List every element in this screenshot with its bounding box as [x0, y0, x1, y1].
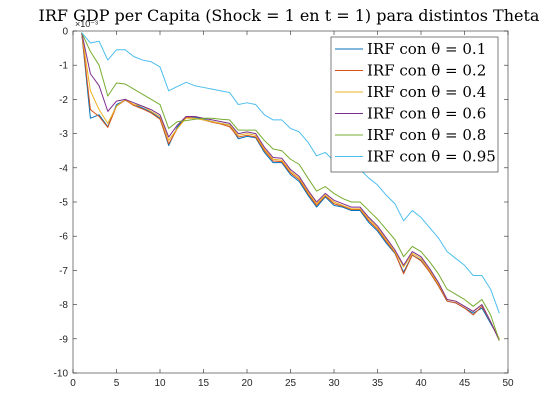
y-tick-label: -3: [59, 129, 68, 140]
x-tick-label: 50: [502, 378, 514, 389]
y-tick-label: -8: [59, 300, 68, 311]
legend-box: [330, 36, 499, 173]
legend-label: IRF con θ = 0.2: [367, 62, 486, 80]
x-tick-label: 5: [114, 378, 120, 389]
y-tick-label: -9: [59, 334, 68, 345]
y-tick-label: -6: [59, 232, 68, 243]
y-tick-label: -10: [54, 369, 69, 380]
x-tick-label: 45: [459, 378, 471, 389]
y-tick-label: -1: [59, 61, 68, 72]
legend: IRF con θ = 0.1 IRF con θ = 0.2 IRF con θ …: [330, 36, 499, 173]
series-lines: [81, 32, 500, 341]
chart-title: IRF GDP per Capita (Shock = 1 en t = 1) …: [39, 6, 540, 25]
series-line-6: [81, 32, 500, 314]
series-line-3: [81, 32, 500, 340]
x-tick-label: 0: [70, 378, 76, 389]
y-tick-label: -2: [59, 95, 68, 106]
y-axis-multiplier: ×10⁻³: [75, 19, 98, 29]
axis-ticks: 0 5 10 15 20 25 30 35 40 45 50 0 -1 -2 -3 -4 -5 -6 -7 -8 -9 -…: [54, 27, 514, 390]
legend-label: IRF con θ = 0.6: [367, 105, 486, 123]
x-tick-label: 25: [285, 378, 297, 389]
series-line-2: [81, 32, 500, 341]
x-tick-label: 10: [154, 378, 166, 389]
y-tick-label: -4: [59, 163, 68, 174]
series-line-4: [81, 32, 500, 341]
legend-label: IRF con θ = 0.1: [367, 40, 486, 58]
y-tick-label: -5: [59, 198, 68, 209]
legend-label: IRF con θ = 0.95: [367, 148, 496, 166]
legend-label: IRF con θ = 0.4: [367, 83, 486, 101]
x-tick-label: 15: [198, 378, 210, 389]
legend-label: IRF con θ = 0.8: [367, 126, 486, 144]
x-tick-label: 20: [241, 378, 253, 389]
x-tick-label: 30: [328, 378, 340, 389]
series-line-5: [81, 32, 500, 341]
y-tick-label: 0: [62, 27, 68, 38]
y-tick-label: -7: [59, 266, 68, 277]
x-tick-label: 35: [372, 378, 384, 389]
x-tick-label: 40: [415, 378, 427, 389]
